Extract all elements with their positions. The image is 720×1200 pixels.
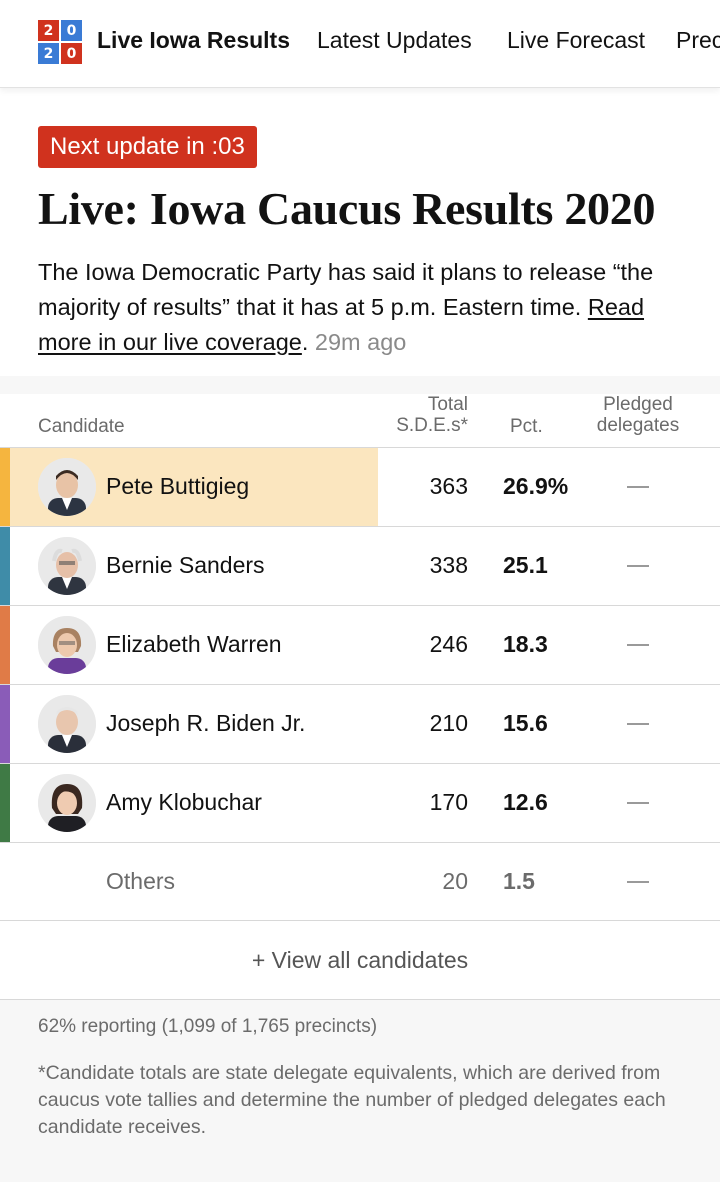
- candidate-sdes: 363: [429, 473, 468, 499]
- summary-text: The Iowa Democratic Party has said it pl…: [38, 255, 688, 360]
- precincts-reporting: 62% reporting (1,099 of 1,765 precincts): [38, 1016, 378, 1037]
- candidate-pct: 18.3: [503, 631, 548, 657]
- results-footer: 62% reporting (1,099 of 1,765 precincts)…: [0, 1000, 720, 1182]
- party-color-stripe: [0, 448, 10, 526]
- pledged-delegates-dash: [627, 486, 649, 488]
- table-row: Elizabeth Warren 246 18.3: [0, 606, 720, 685]
- candidate-name: Pete Buttigieg: [106, 473, 250, 499]
- next-update-badge: Next update in :03: [38, 126, 257, 168]
- party-color-stripe: [0, 527, 10, 605]
- page-title: Live: Iowa Caucus Results 2020: [38, 183, 656, 234]
- candidate-pct: 12.6: [503, 789, 548, 815]
- results-table-header: Candidate Total S.D.E.s* Pct. Pledged de…: [0, 394, 720, 448]
- pledged-delegates-dash: [627, 565, 649, 567]
- header-sdes-line2: S.D.E.s*: [396, 415, 468, 436]
- timestamp: 29m ago: [314, 329, 407, 355]
- pledged-delegates-dash: [627, 802, 649, 804]
- table-row: Bernie Sanders 338 25.1: [0, 527, 720, 606]
- header-sdes-line1: Total: [427, 394, 468, 415]
- candidate-name: Joseph R. Biden Jr.: [106, 710, 306, 736]
- view-all-candidates-button[interactable]: + View all candidates: [0, 920, 720, 1000]
- header-pledged: Pledged delegates: [594, 394, 682, 436]
- logo-digit: 2: [38, 20, 59, 41]
- candidate-sdes: 210: [429, 710, 468, 736]
- bottom-spacer: [0, 1182, 720, 1200]
- candidate-pct: 1.5: [503, 868, 535, 894]
- header-pledged-line1: Pledged: [603, 394, 673, 415]
- candidate-pct: 25.1: [503, 552, 548, 578]
- header-sdes: Total S.D.E.s*: [396, 394, 468, 436]
- biden-avatar: [38, 695, 96, 753]
- candidate-name: Elizabeth Warren: [106, 631, 282, 657]
- table-row: Joseph R. Biden Jr. 210 15.6: [0, 685, 720, 764]
- nav-latest-updates[interactable]: Latest Updates: [317, 27, 472, 53]
- header-pledged-line2: delegates: [596, 415, 680, 436]
- live-coverage-link[interactable]: Read more in our live coverage: [38, 294, 645, 355]
- candidate-name: Bernie Sanders: [106, 552, 265, 578]
- table-row: Amy Klobuchar 170 12.6: [0, 764, 720, 843]
- nav-precincts[interactable]: Prec: [676, 27, 720, 53]
- sanders-avatar: [38, 537, 96, 595]
- logo-digit: 0: [61, 43, 82, 64]
- pledged-delegates-dash: [627, 881, 649, 883]
- logo-digit: 2: [38, 43, 59, 64]
- candidate-pct: 15.6: [503, 710, 548, 736]
- candidate-sdes: 170: [429, 789, 468, 815]
- header-pct: Pct.: [510, 416, 543, 437]
- header-candidate: Candidate: [38, 416, 125, 437]
- warren-avatar: [38, 616, 96, 674]
- table-top-band: [0, 376, 720, 394]
- nav-live-iowa-results[interactable]: Live Iowa Results: [97, 27, 291, 53]
- pledged-delegates-dash: [627, 723, 649, 725]
- candidate-pct: 26.9%: [503, 473, 569, 499]
- top-nav: 2 0 2 0 Live Iowa Results Latest Updates…: [0, 0, 720, 88]
- candidate-name: Amy Klobuchar: [106, 789, 262, 815]
- elections-2020-logo[interactable]: 2 0 2 0: [38, 20, 82, 64]
- candidate-sdes: 246: [429, 631, 468, 657]
- party-color-stripe: [0, 606, 10, 684]
- nav-live-forecast[interactable]: Live Forecast: [507, 27, 646, 53]
- candidate-sdes: 20: [442, 868, 468, 894]
- party-color-stripe: [0, 685, 10, 763]
- pledged-delegates-dash: [627, 644, 649, 646]
- table-row: Pete Buttigieg 363 26.9%: [0, 448, 720, 527]
- summary-body: The Iowa Democratic Party has said it pl…: [38, 259, 654, 320]
- party-color-stripe: [0, 764, 10, 842]
- klobuchar-avatar: [38, 774, 96, 832]
- summary-period: .: [301, 329, 309, 355]
- sde-footnote: *Candidate totals are state delegate equ…: [38, 1062, 666, 1138]
- candidate-sdes: 338: [429, 552, 468, 578]
- buttigieg-avatar: [38, 458, 96, 516]
- candidate-name: Others: [106, 868, 176, 894]
- table-row-others: Others 20 1.5: [0, 843, 720, 921]
- logo-digit: 0: [61, 20, 82, 41]
